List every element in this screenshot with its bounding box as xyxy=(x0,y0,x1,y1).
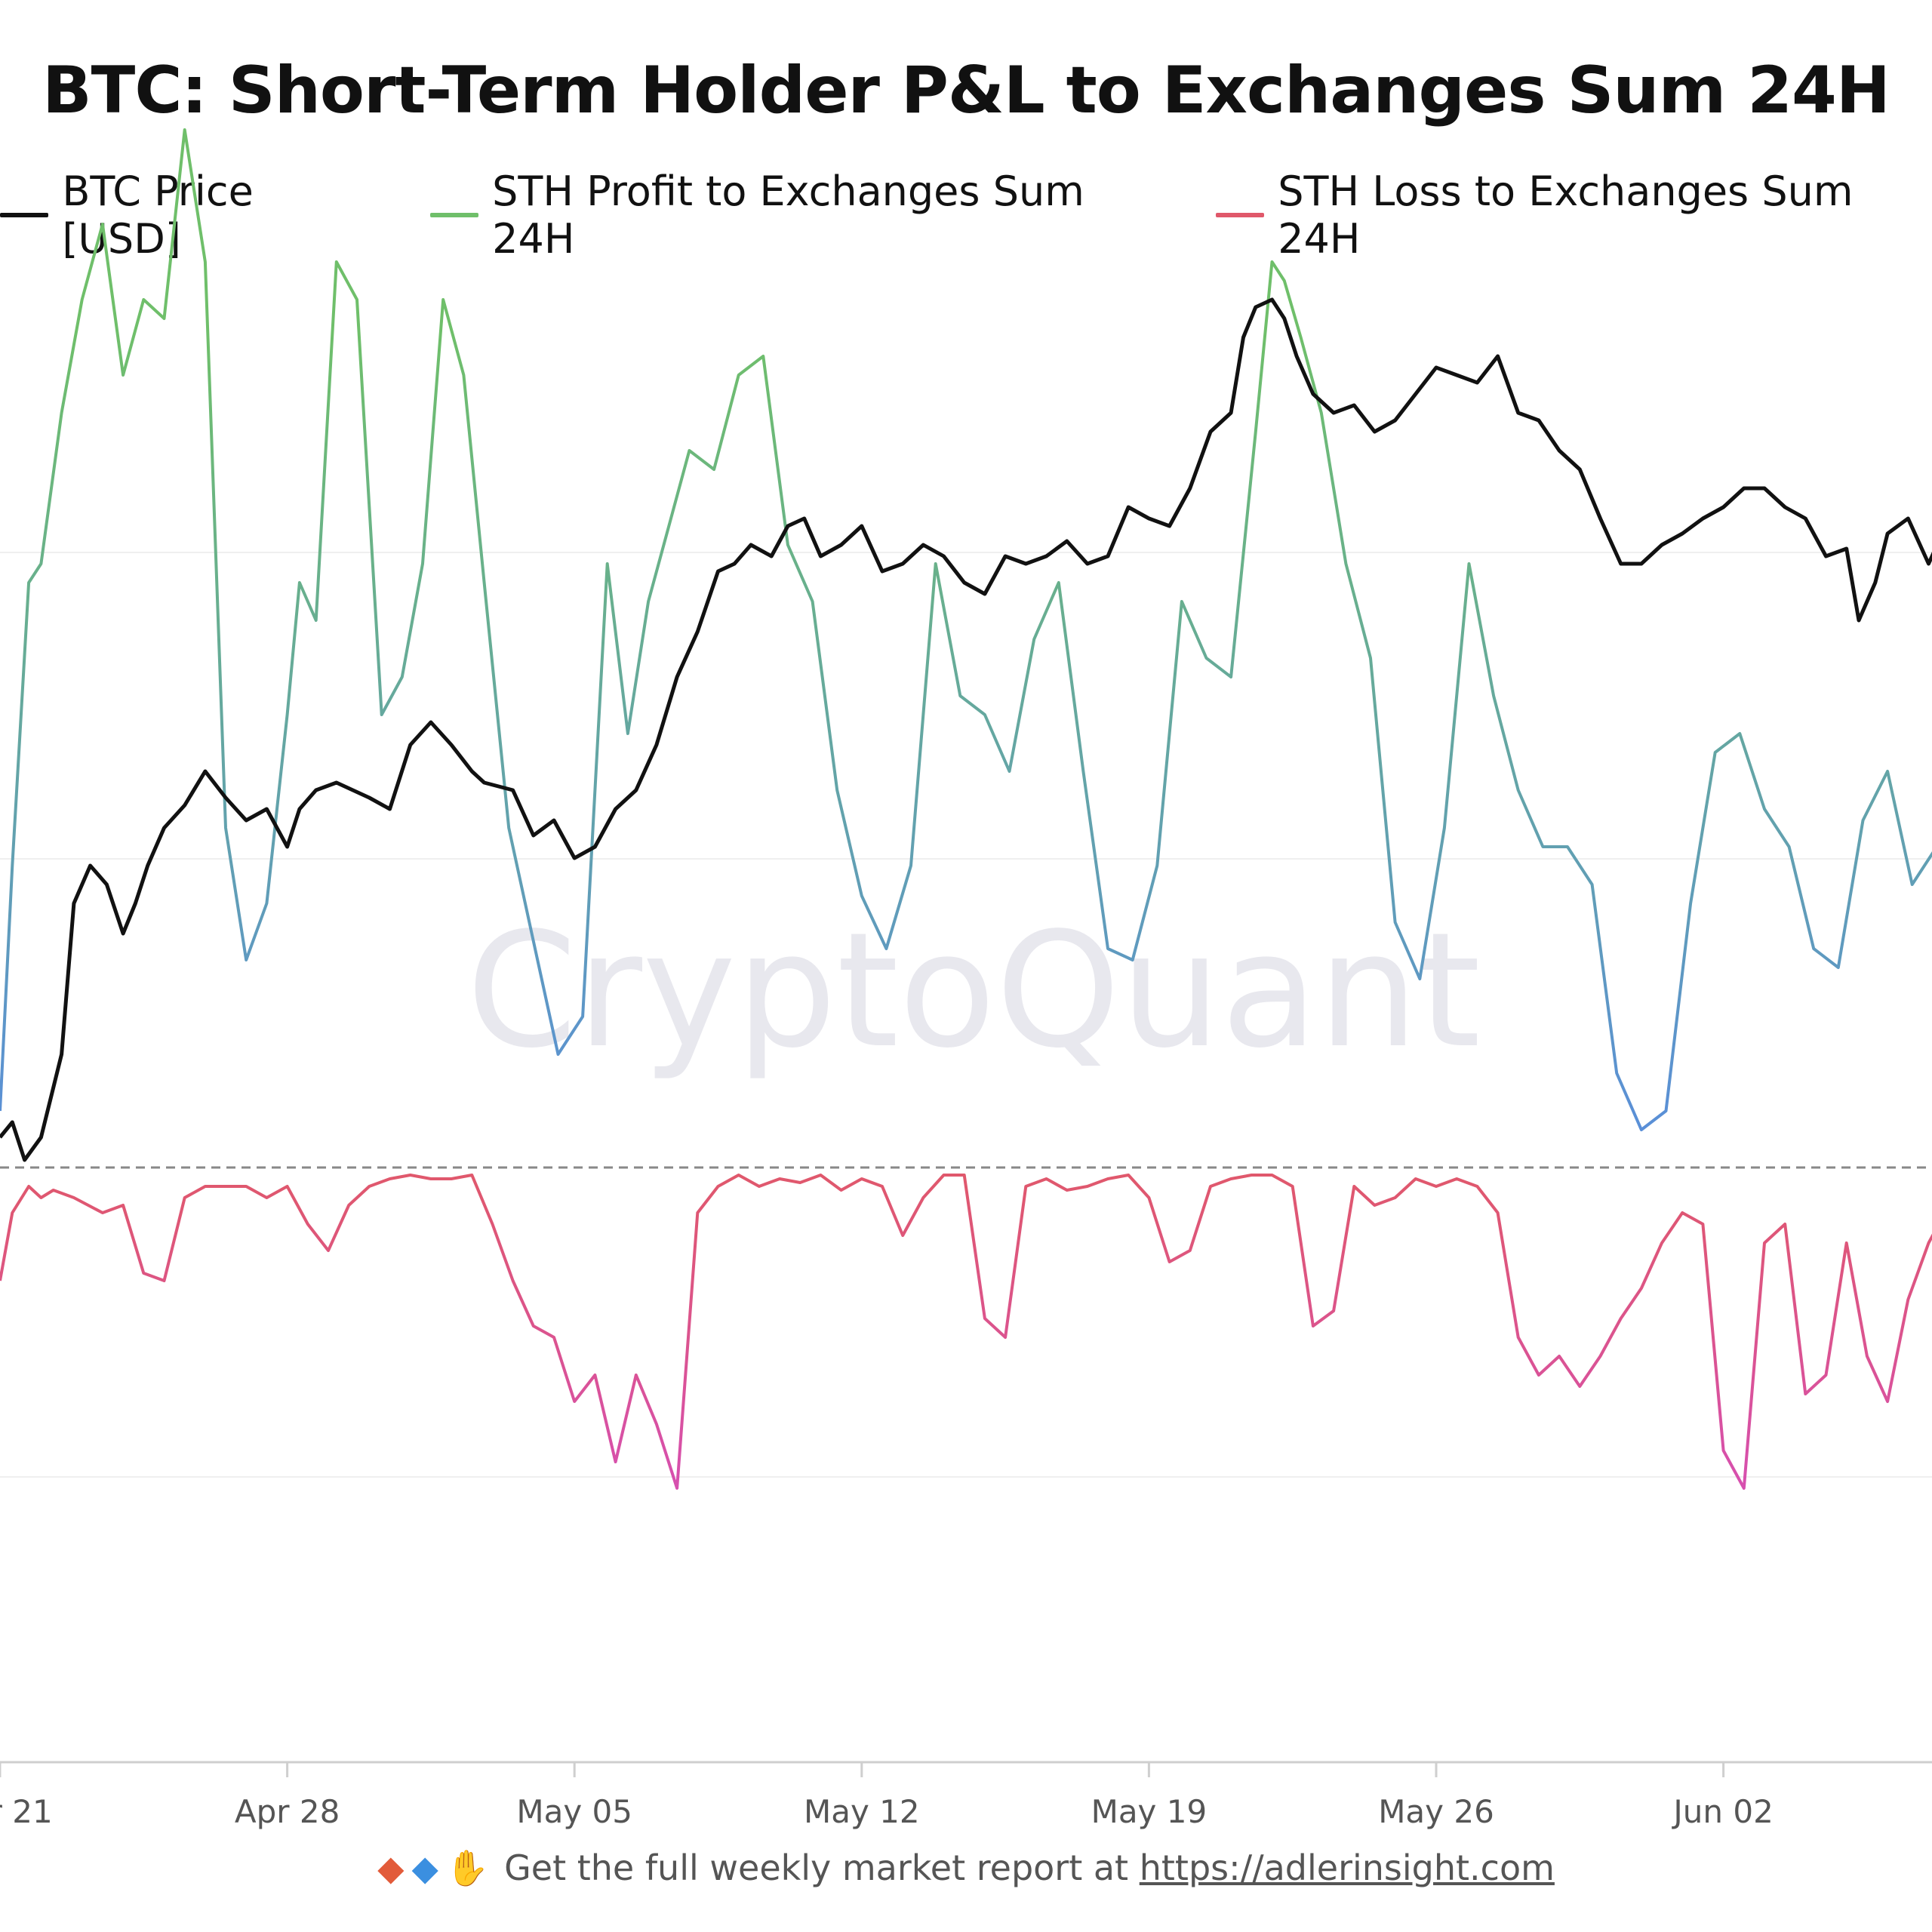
legend-label-btc-price: BTC Price [USD] xyxy=(62,168,254,263)
legend-label-sth-loss: STH Loss to Exchanges Sum 24H xyxy=(1278,168,1854,263)
footer-text: Get the full weekly market report at xyxy=(504,1847,1129,1888)
legend: BTC Price [USD] STH Profit to Exchanges … xyxy=(0,168,1932,263)
footer: ◆ ◆ ✋ Get the full weekly market report at … xyxy=(0,1847,1932,1889)
series-btc-price-line[interactable] xyxy=(0,297,1932,1162)
x-tick-label: May 26 xyxy=(1378,1793,1494,1830)
gem-icon: ◆ xyxy=(411,1847,438,1888)
footer-link[interactable]: https://adlerinsight.com xyxy=(1139,1847,1555,1888)
x-tick-label: Apr 21 xyxy=(0,1793,53,1830)
x-tick-label: Apr 28 xyxy=(235,1793,340,1830)
legend-swatch-sth-loss xyxy=(1215,213,1265,217)
orange-diamond-icon: ◆ xyxy=(377,1847,405,1888)
legend-swatch-sth-profit xyxy=(429,213,479,217)
watermark: CryptoQuant xyxy=(466,898,1481,1083)
x-tick-label: Jun 02 xyxy=(1671,1793,1773,1830)
x-tick-label: May 05 xyxy=(516,1793,632,1830)
legend-item-sth-profit[interactable]: STH Profit to Exchanges Sum 24H xyxy=(429,168,1163,263)
legend-item-sth-loss[interactable]: STH Loss to Exchanges Sum 24H xyxy=(1215,168,1932,263)
gridlines xyxy=(0,552,1932,1478)
series-layer xyxy=(0,128,1932,1490)
legend-item-btc-price[interactable]: BTC Price [USD] xyxy=(0,168,377,263)
x-tick-label: May 19 xyxy=(1091,1793,1208,1830)
chart-title: BTC: Short-Term Holder P&L to Exchanges … xyxy=(42,53,1890,128)
series-sth-profit-line[interactable] xyxy=(0,128,1932,1131)
legend-label-sth-profit: STH Profit to Exchanges Sum 24H xyxy=(492,168,1084,263)
legend-swatch-btc-price xyxy=(0,213,49,217)
x-axis: Apr 21 Apr 28 May 05 May 12 May 19 May 26 Jun … xyxy=(0,1762,1774,1830)
x-tick-label: May 12 xyxy=(804,1793,920,1830)
raised-hands-icon: ✋ xyxy=(445,1847,490,1888)
series-sth-loss-line[interactable] xyxy=(0,1174,1932,1490)
